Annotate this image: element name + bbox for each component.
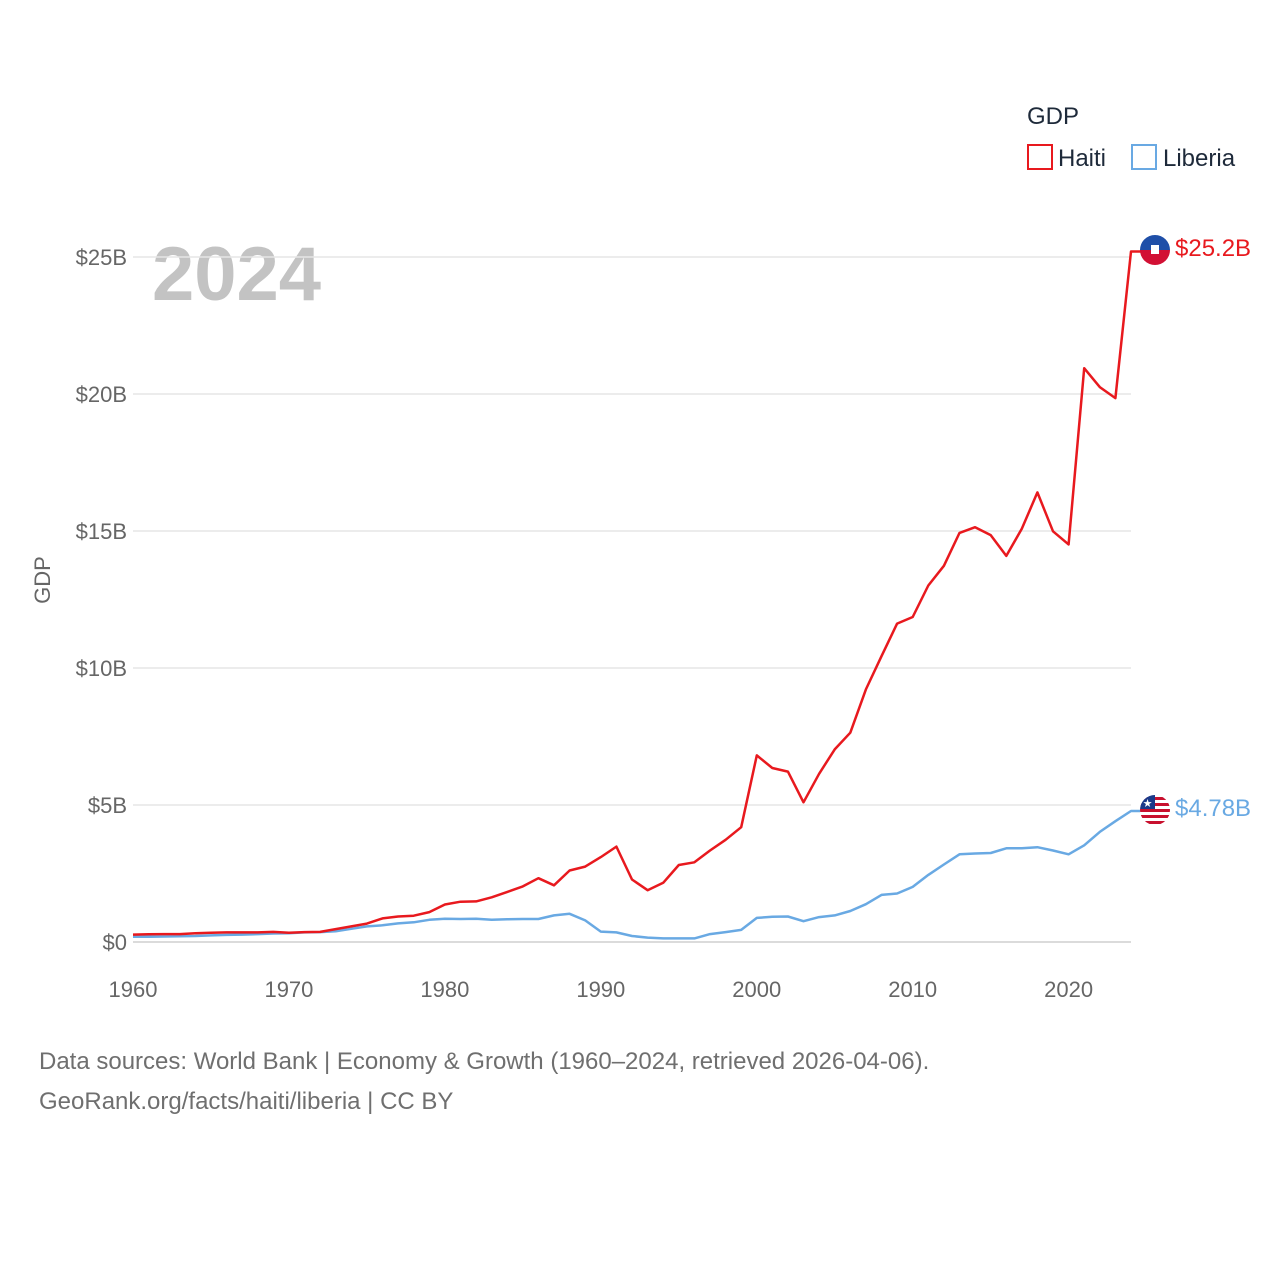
x-tick-label: 1960 — [109, 977, 158, 1002]
y-tick-label: $15B — [76, 519, 127, 544]
haiti-flag-icon — [1140, 235, 1170, 265]
legend-swatch-liberia — [1131, 144, 1157, 170]
series-line-liberia — [133, 809, 1141, 940]
haiti-end-label: $25.2B — [1175, 235, 1251, 262]
y-axis-label: GDP — [30, 556, 55, 604]
liberia-flag-icon: ★ — [1140, 795, 1170, 825]
series-line-haiti — [132, 250, 1141, 936]
x-tick-label: 1970 — [264, 977, 313, 1002]
series-lines — [132, 250, 1141, 940]
year-watermark: 2024 — [152, 232, 321, 317]
legend: GDP Haiti Liberia — [1027, 103, 1236, 172]
y-tick-label: $25B — [76, 245, 127, 270]
x-axis-ticks: 1960 1970 1980 1990 2000 2010 2020 — [109, 977, 1094, 1002]
gridlines — [133, 256, 1131, 943]
x-tick-label: 2010 — [888, 977, 937, 1002]
footer: Data sources: World Bank | Economy & Gro… — [39, 1042, 929, 1122]
svg-text:★: ★ — [1143, 798, 1153, 810]
legend-item-liberia[interactable]: Liberia — [1131, 144, 1236, 172]
legend-swatch-haiti — [1027, 144, 1053, 170]
legend-title: GDP — [1027, 103, 1079, 130]
y-tick-label: $0 — [103, 930, 127, 955]
x-tick-label: 1980 — [420, 977, 469, 1002]
y-tick-label: $10B — [76, 656, 127, 681]
footer-attribution: GeoRank.org/facts/haiti/liberia | CC BY — [39, 1088, 454, 1115]
gdp-line-chart: GDP Haiti Liberia 2024 GDP $0 $5B $10B $15B… — [30, 103, 1251, 1002]
x-tick-label: 1990 — [576, 977, 625, 1002]
y-tick-label: $20B — [76, 382, 127, 407]
x-tick-label: 2000 — [732, 977, 781, 1002]
x-tick-label: 2020 — [1044, 977, 1093, 1002]
legend-label-liberia: Liberia — [1163, 145, 1236, 172]
legend-item-haiti[interactable]: Haiti — [1027, 144, 1106, 172]
legend-label-haiti: Haiti — [1058, 145, 1106, 172]
footer-sources: Data sources: World Bank | Economy & Gro… — [39, 1048, 930, 1075]
liberia-end-label: $4.78B — [1175, 795, 1251, 822]
y-axis-ticks: $0 $5B $10B $15B $20B $25B — [76, 245, 127, 955]
y-tick-label: $5B — [88, 793, 127, 818]
